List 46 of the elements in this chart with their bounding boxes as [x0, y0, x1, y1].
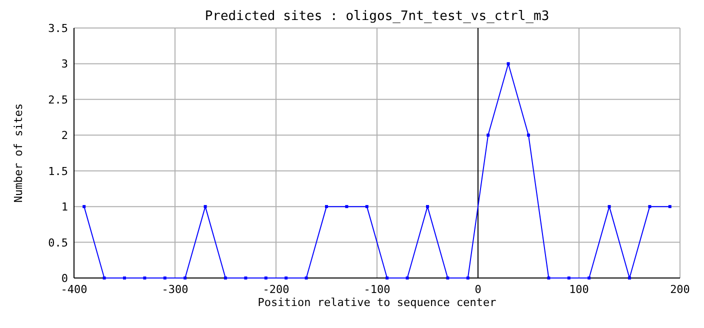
y-tick-label: 0 — [61, 272, 68, 285]
point — [325, 205, 328, 208]
point — [82, 205, 86, 208]
y-axis-title: Number of sites — [12, 103, 25, 203]
y-tick-label: 1 — [61, 200, 68, 214]
point — [102, 276, 106, 280]
x-tick-label: -100 — [364, 283, 390, 296]
point — [466, 276, 470, 280]
y-tick-label: 2 — [61, 129, 68, 142]
point — [506, 62, 510, 66]
point — [204, 205, 207, 208]
point — [486, 134, 490, 137]
point — [184, 276, 187, 280]
x-tick-label: -400 — [60, 283, 88, 296]
point — [588, 276, 591, 280]
line-series — [82, 62, 672, 280]
point — [345, 205, 348, 208]
point — [648, 205, 652, 208]
point — [426, 205, 429, 208]
point — [406, 276, 409, 280]
point — [386, 276, 389, 280]
x-tick-label: 100 — [569, 283, 589, 296]
point — [244, 276, 248, 280]
y-tick-label: 3 — [61, 58, 68, 71]
point — [446, 276, 450, 280]
point — [365, 205, 368, 208]
y-tick-label: 3.5 — [48, 22, 68, 35]
y-tick-label: 2.5 — [48, 93, 68, 106]
point — [527, 134, 530, 137]
x-axis-title: Position relative to sequence center — [258, 296, 497, 309]
y-tick-label: 0.5 — [48, 236, 68, 250]
point — [163, 276, 166, 280]
point — [608, 205, 611, 208]
point — [143, 276, 146, 280]
x-tick-label: 0 — [474, 283, 482, 296]
y-tick-label: 1.5 — [48, 164, 68, 178]
point — [547, 276, 550, 280]
chart-title: Predicted sites : oligos_7nt_test_vs_ctrl_m3 — [204, 9, 550, 24]
point — [264, 276, 268, 280]
x-tick-label: 200 — [670, 283, 690, 296]
point — [284, 276, 288, 280]
point — [567, 276, 570, 280]
x-tick-label: -300 — [162, 283, 188, 296]
point — [668, 205, 672, 208]
point — [304, 276, 308, 280]
x-tick-label: -200 — [262, 283, 290, 296]
